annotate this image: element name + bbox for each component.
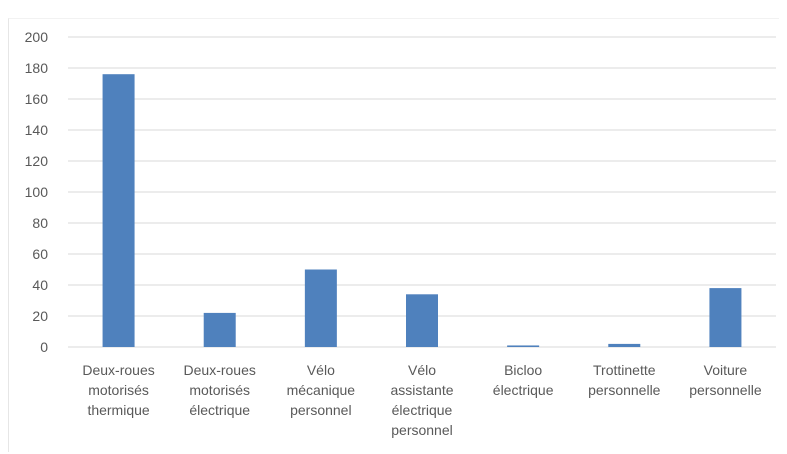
y-tick-label: 140 (25, 122, 49, 138)
x-category-label-line: assistante (390, 382, 453, 398)
x-category-label-line: Deux-roues (184, 362, 256, 378)
x-category-label-line: personnel (391, 422, 453, 438)
y-tick-label: 200 (25, 29, 49, 45)
x-category-label-line: Trottinette (593, 362, 656, 378)
chart-frame (8, 18, 779, 452)
x-category-label-line: motorisés (88, 382, 149, 398)
x-axis-category-labels: Deux-roues motorisés thermique Deux-roues mo… (82, 362, 761, 438)
y-tick-label: 0 (40, 339, 48, 355)
x-category-label-line: Vélo (307, 362, 335, 378)
y-tick-label: 60 (32, 246, 48, 262)
x-category-label-line: motorisés (189, 382, 250, 398)
y-tick-label: 40 (32, 277, 48, 293)
bars (102, 74, 742, 347)
x-category-label-line: Voiture (704, 362, 748, 378)
y-tick-label: 180 (25, 60, 49, 76)
x-category-label-line: personnel (290, 402, 352, 418)
x-category-label-line: électrique (493, 382, 554, 398)
y-tick-label: 80 (32, 215, 48, 231)
x-category-label-line: mécanique (287, 382, 356, 398)
y-axis-tick-labels: 0 20 40 60 80 100 120 140 160 180 200 (25, 29, 49, 355)
x-category-label-line: personnelle (588, 382, 661, 398)
x-category-label-line: Deux-roues (82, 362, 154, 378)
x-category-label-line: Vélo (408, 362, 436, 378)
x-category-label-line: thermique (87, 402, 149, 418)
bar (709, 288, 742, 347)
x-category-label-line: électrique (189, 402, 250, 418)
y-tick-label: 160 (25, 91, 49, 107)
bar (608, 343, 641, 347)
y-tick-label: 100 (25, 184, 49, 200)
y-tick-label: 120 (25, 153, 49, 169)
x-category-label: Voiture personnelle (689, 362, 762, 398)
x-category-label: Vélo mécanique personnel (287, 362, 356, 418)
y-tick-label: 20 (32, 308, 48, 324)
bar (102, 74, 135, 347)
x-category-label: Deux-roues motorisés électrique (184, 362, 256, 418)
x-category-label: Bicloo électrique (493, 362, 554, 398)
x-category-label: Trottinette personnelle (588, 362, 661, 398)
x-category-label-line: électrique (392, 402, 453, 418)
bar (203, 312, 236, 347)
bar (406, 294, 438, 347)
x-category-label-line: personnelle (689, 382, 762, 398)
x-category-label: Vélo assistante électrique personnel (390, 362, 453, 438)
x-category-label: Deux-roues motorisés thermique (82, 362, 154, 418)
bar (304, 269, 337, 347)
bar (507, 345, 540, 347)
x-category-label-line: Bicloo (504, 362, 542, 378)
